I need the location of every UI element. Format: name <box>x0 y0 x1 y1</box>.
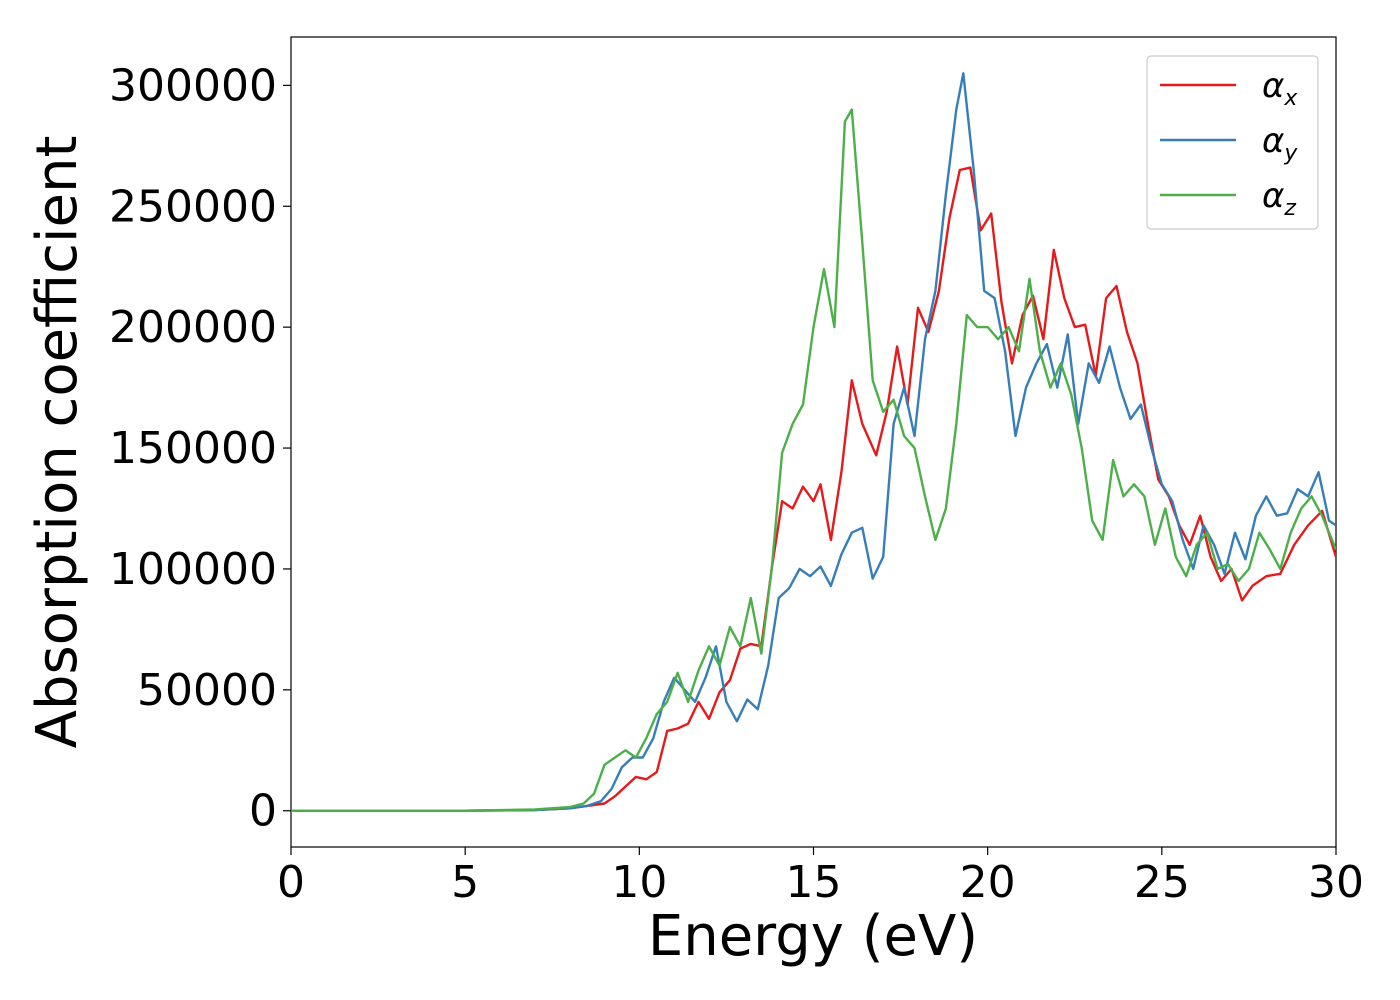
y-tick-label: 300000 <box>109 60 277 111</box>
y-axis-ticks: 0 50000 100000 150000 200000 250000 300000 <box>109 60 291 837</box>
y-tick-label: 150000 <box>109 423 277 474</box>
x-tick-label: 5 <box>451 857 479 908</box>
legend-label-x: αx <box>1262 66 1298 111</box>
legend: αx αy αz <box>1146 55 1319 230</box>
y-tick-label: 0 <box>249 786 277 837</box>
series-lines <box>291 72 1336 812</box>
x-tick-label: 0 <box>277 857 305 908</box>
y-tick-label: 250000 <box>109 181 277 232</box>
x-tick-label: 15 <box>786 857 842 908</box>
x-axis-title: Energy (eV) <box>648 904 978 969</box>
series-line-x <box>291 166 1336 812</box>
legend-label-y: αy <box>1262 121 1298 166</box>
y-tick-label: 200000 <box>109 302 277 353</box>
series-line-z <box>291 108 1336 812</box>
legend-box <box>1146 55 1319 230</box>
x-tick-label: 20 <box>960 857 1016 908</box>
x-tick-label: 25 <box>1134 857 1190 908</box>
x-tick-label: 10 <box>611 857 667 908</box>
y-tick-label: 100000 <box>109 544 277 595</box>
x-tick-label: 30 <box>1308 857 1364 908</box>
y-axis-title: Absorption coefficient <box>25 136 90 749</box>
legend-label-z: αz <box>1262 176 1296 221</box>
y-tick-label: 50000 <box>137 665 277 716</box>
x-axis-ticks: 0 5 10 15 20 25 30 <box>277 847 1364 908</box>
